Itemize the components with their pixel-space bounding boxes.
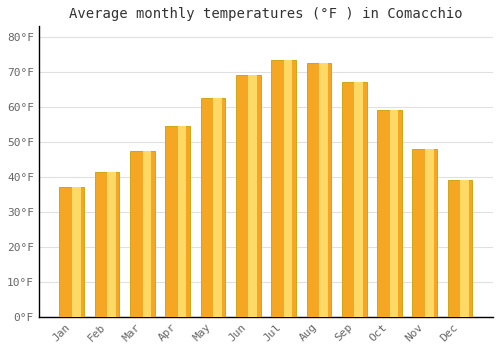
Bar xyxy=(448,180,472,317)
Bar xyxy=(213,98,222,317)
Title: Average monthly temperatures (°F ) in Comacchio: Average monthly temperatures (°F ) in Co… xyxy=(69,7,462,21)
Bar xyxy=(460,180,469,317)
Bar xyxy=(412,149,437,317)
Bar xyxy=(130,150,155,317)
Bar xyxy=(94,172,120,317)
Bar xyxy=(200,98,226,317)
Bar xyxy=(284,60,292,317)
Bar xyxy=(306,63,331,317)
Bar xyxy=(425,149,434,317)
Bar xyxy=(342,82,366,317)
Bar xyxy=(248,75,257,317)
Bar xyxy=(271,60,296,317)
Bar xyxy=(178,126,186,317)
Bar xyxy=(236,75,260,317)
Bar xyxy=(390,110,398,317)
Bar xyxy=(107,172,116,317)
Bar xyxy=(377,110,402,317)
Bar xyxy=(72,187,80,317)
Bar xyxy=(60,187,84,317)
Bar xyxy=(354,82,363,317)
Bar xyxy=(142,150,151,317)
Bar xyxy=(166,126,190,317)
Bar xyxy=(319,63,328,317)
